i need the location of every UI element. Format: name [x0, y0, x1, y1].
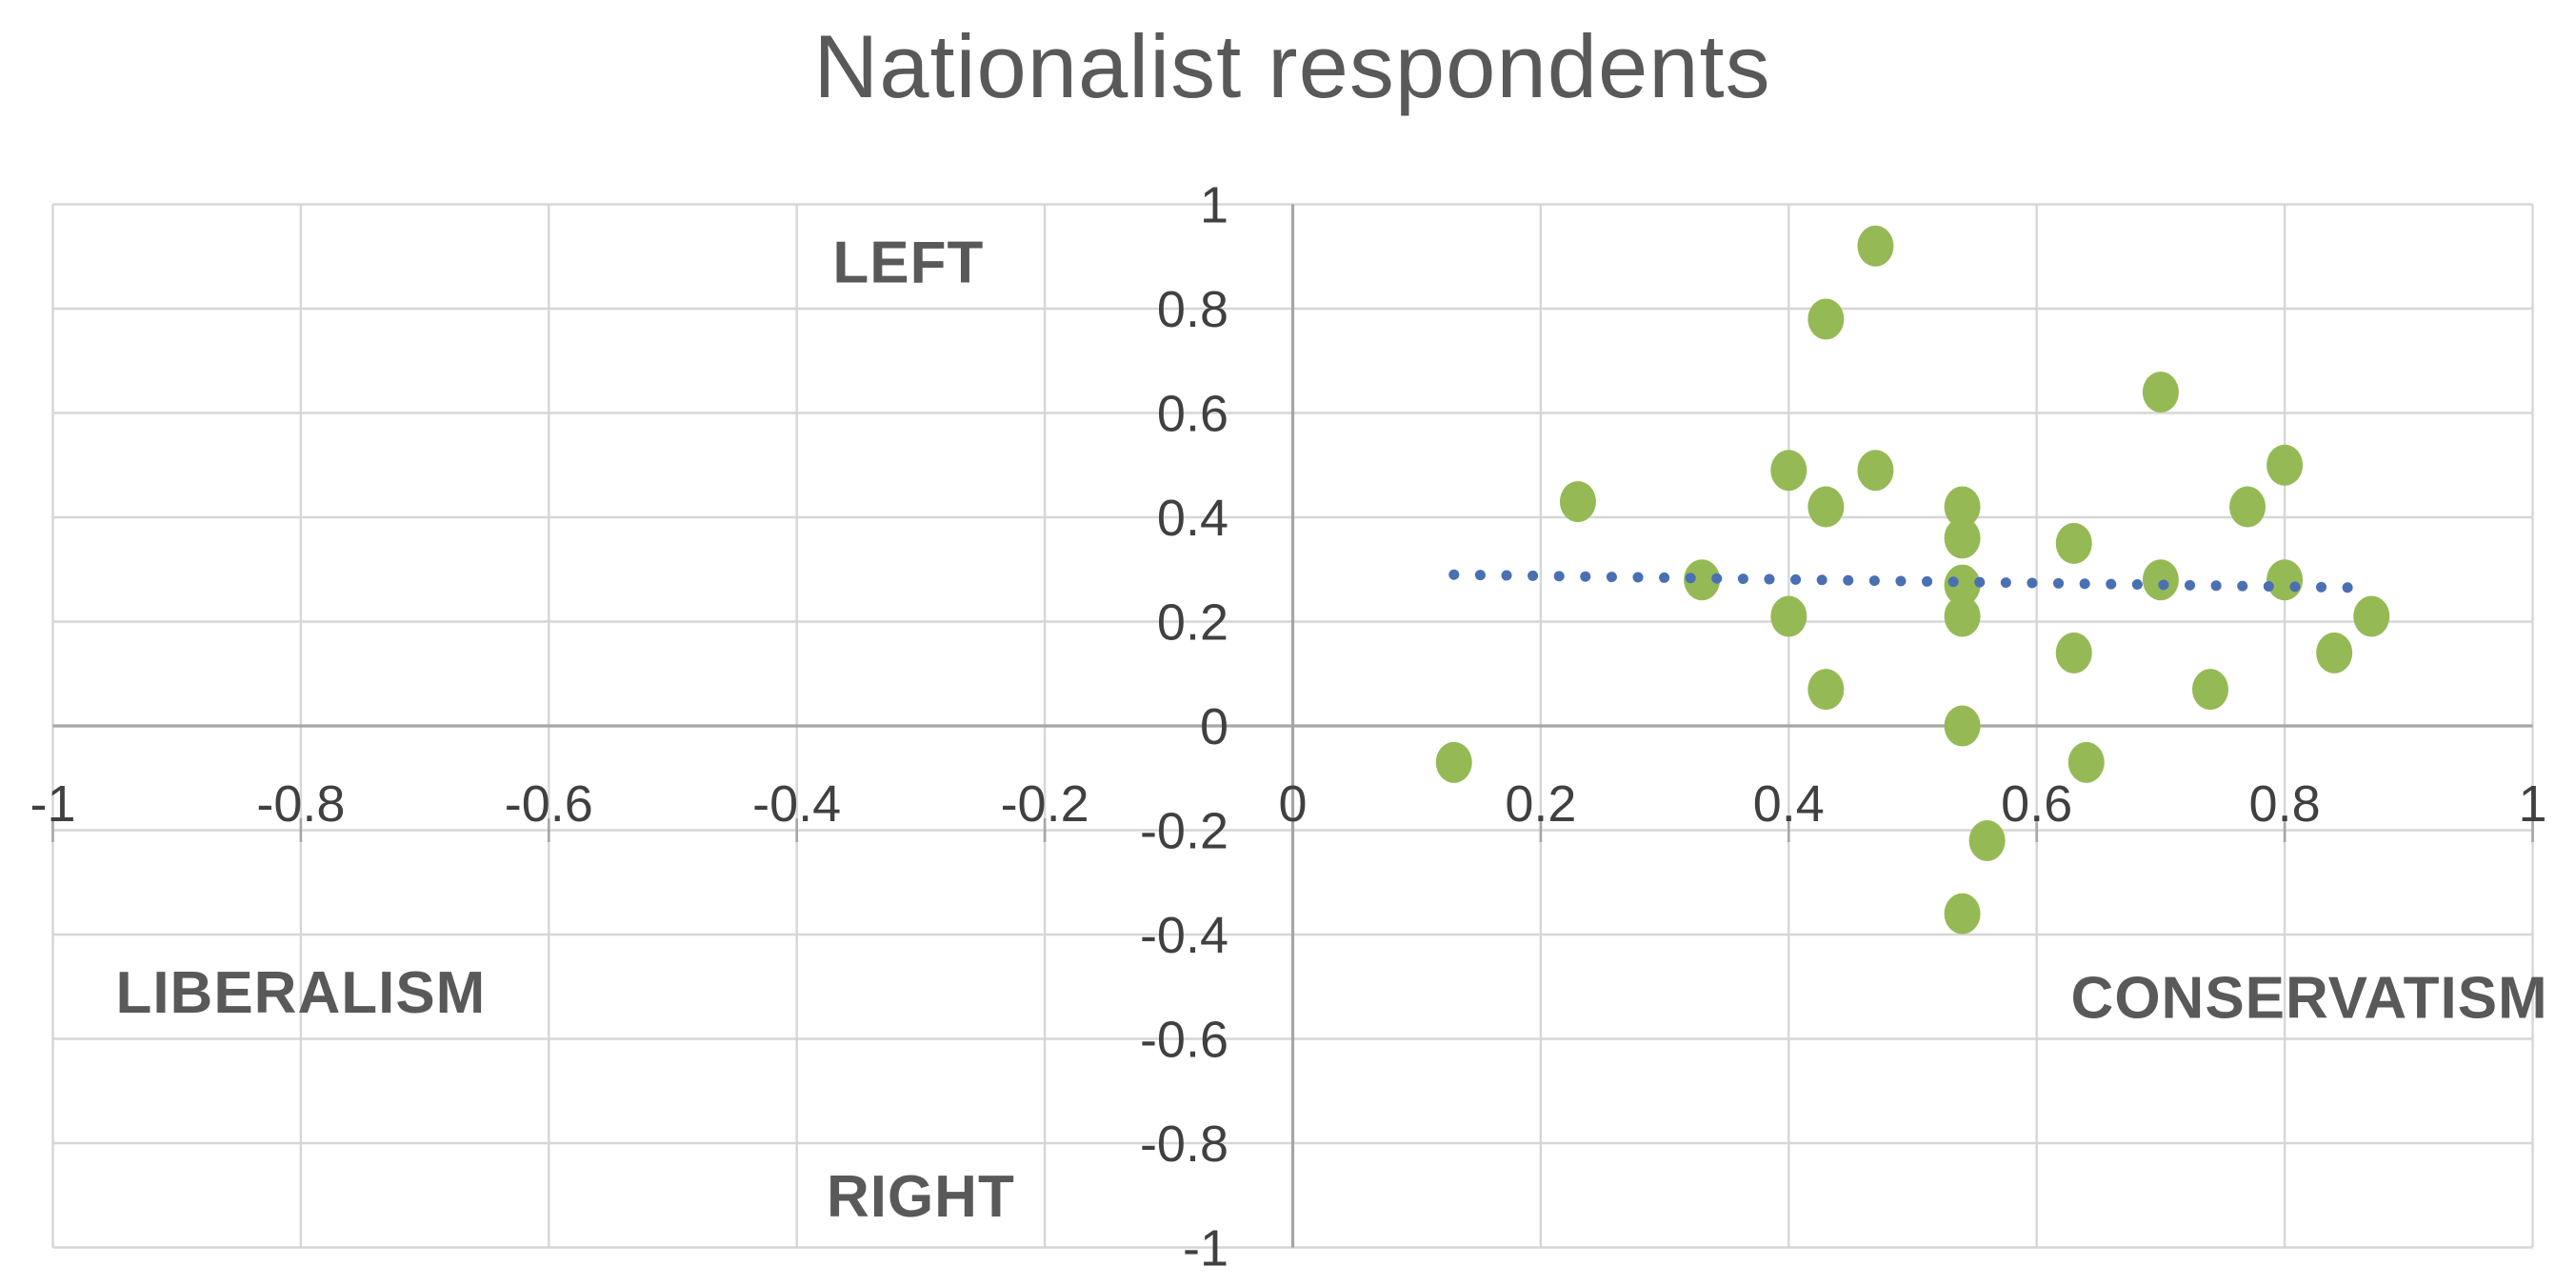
- data-point[interactable]: [1944, 893, 1981, 935]
- data-point[interactable]: [2353, 595, 2390, 637]
- data-point[interactable]: [2316, 632, 2353, 674]
- data-point[interactable]: [2142, 559, 2179, 601]
- data-point[interactable]: [1857, 225, 1894, 267]
- x-axis-tick-label: -0.6: [505, 775, 593, 833]
- y-axis-tick-label: 0.8: [1157, 281, 1228, 338]
- data-point[interactable]: [1770, 450, 1807, 492]
- data-point[interactable]: [2142, 372, 2179, 413]
- x-axis-tick-label: -0.8: [256, 775, 345, 833]
- y-axis-tick-label: 0.4: [1157, 490, 1228, 547]
- quadrant-label-liberalism: LIBERALISM: [115, 960, 486, 1026]
- data-point[interactable]: [1684, 559, 1721, 601]
- x-axis-tick-label: -0.2: [1001, 775, 1089, 833]
- data-point[interactable]: [1944, 517, 1981, 559]
- trendline: [1448, 569, 2365, 593]
- data-point[interactable]: [1944, 486, 1981, 528]
- data-point[interactable]: [2229, 486, 2266, 528]
- data-point[interactable]: [2067, 741, 2105, 783]
- quadrant-label-left: LEFT: [832, 231, 984, 296]
- x-axis-tick-label: 1: [2518, 775, 2546, 833]
- x-axis-tick-label: 0.4: [1753, 775, 1825, 833]
- data-point[interactable]: [1857, 450, 1894, 492]
- x-axis-tick-label: 0.8: [2249, 775, 2321, 833]
- data-point[interactable]: [1807, 669, 1845, 711]
- data-point[interactable]: [2055, 632, 2092, 674]
- y-axis-tick-label: 1: [1200, 177, 1228, 234]
- data-point[interactable]: [1807, 486, 1845, 528]
- data-point[interactable]: [2055, 522, 2092, 564]
- y-axis-tick-label: -0.6: [1140, 1012, 1228, 1069]
- y-axis-tick-label: -0.8: [1140, 1116, 1228, 1173]
- data-point[interactable]: [1770, 595, 1807, 637]
- quadrant-label-right: RIGHT: [827, 1164, 1015, 1230]
- x-axis-tick-label: -0.4: [752, 775, 841, 833]
- x-axis-tick-label: -1: [30, 775, 75, 833]
- y-axis-tick-label: 0.6: [1157, 386, 1228, 443]
- y-axis-tick-label: 0: [1200, 698, 1228, 755]
- data-point[interactable]: [1944, 564, 1981, 606]
- data-point[interactable]: [1968, 819, 2006, 861]
- quadrant-label-conservatism: CONSERVATISM: [2071, 966, 2548, 1032]
- y-axis-tick-label: 0.2: [1157, 594, 1228, 652]
- x-axis-tick-label: 0.6: [2001, 775, 2072, 833]
- x-axis-tick-label: 0.2: [1505, 775, 1576, 833]
- data-point[interactable]: [2266, 559, 2304, 601]
- y-axis-tick-label: -0.2: [1140, 803, 1228, 860]
- data-point[interactable]: [1807, 298, 1845, 340]
- chart-title: Nationalist respondents: [813, 16, 1771, 116]
- data-point[interactable]: [2266, 444, 2304, 486]
- y-axis-tick-label: -1: [1183, 1220, 1228, 1277]
- data-point[interactable]: [1944, 595, 1981, 637]
- data-point[interactable]: [1559, 481, 1596, 523]
- data-point[interactable]: [1944, 705, 1981, 747]
- y-axis-tick-label: -0.4: [1140, 907, 1228, 964]
- x-axis-tick-label: 0: [1278, 775, 1307, 833]
- data-point[interactable]: [1435, 741, 1472, 783]
- data-point[interactable]: [2191, 669, 2228, 711]
